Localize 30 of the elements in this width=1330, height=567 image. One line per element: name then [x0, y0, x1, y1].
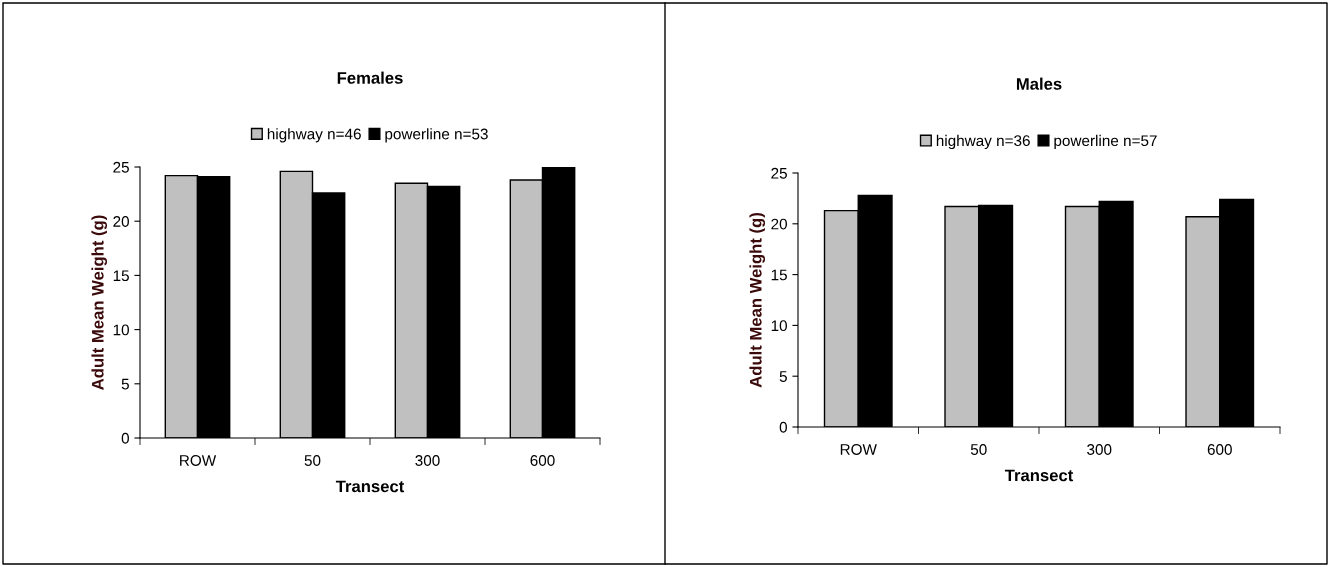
y-tick-label: 5	[779, 371, 787, 382]
y-axis-title: Adult Mean Weight (g)	[749, 213, 766, 388]
legend-label: powerline n=57	[1054, 134, 1157, 150]
y-tick-label: 0	[121, 432, 129, 444]
chart-title: Males	[1016, 77, 1062, 90]
y-tick-label: 20	[771, 218, 787, 230]
y-tick-label: 15	[113, 270, 129, 282]
legend-label: powerline n=53	[385, 128, 488, 143]
y-tick-label: 20	[113, 216, 129, 227]
y-tick-label: 25	[113, 161, 129, 173]
x-tick-label: 300	[415, 455, 440, 466]
x-tick-label: 50	[970, 444, 987, 455]
x-tick-label: 300	[1087, 444, 1112, 455]
y-tick-label: 5	[121, 378, 129, 390]
x-tick-label: 50	[304, 455, 321, 466]
chart-title: Females	[337, 71, 403, 84]
legend-label: highway n=46	[267, 128, 361, 143]
x-tick-label: ROW	[840, 444, 877, 455]
x-tick-label: 600	[1207, 444, 1232, 455]
y-tick-label: 10	[771, 320, 787, 332]
y-tick-label: 15	[771, 269, 787, 281]
y-axis-title: Adult Mean Weight (g)	[91, 215, 108, 390]
x-tick-label: 600	[530, 455, 555, 466]
y-tick-label: 10	[113, 324, 129, 336]
y-tick-label: 25	[771, 167, 787, 179]
legend-label: highway n=36	[936, 134, 1030, 150]
x-axis-title: Transect	[335, 480, 405, 493]
x-tick-label: ROW	[180, 455, 217, 466]
x-axis-title: Transect	[1004, 469, 1074, 482]
y-tick-label: 0	[779, 421, 787, 433]
